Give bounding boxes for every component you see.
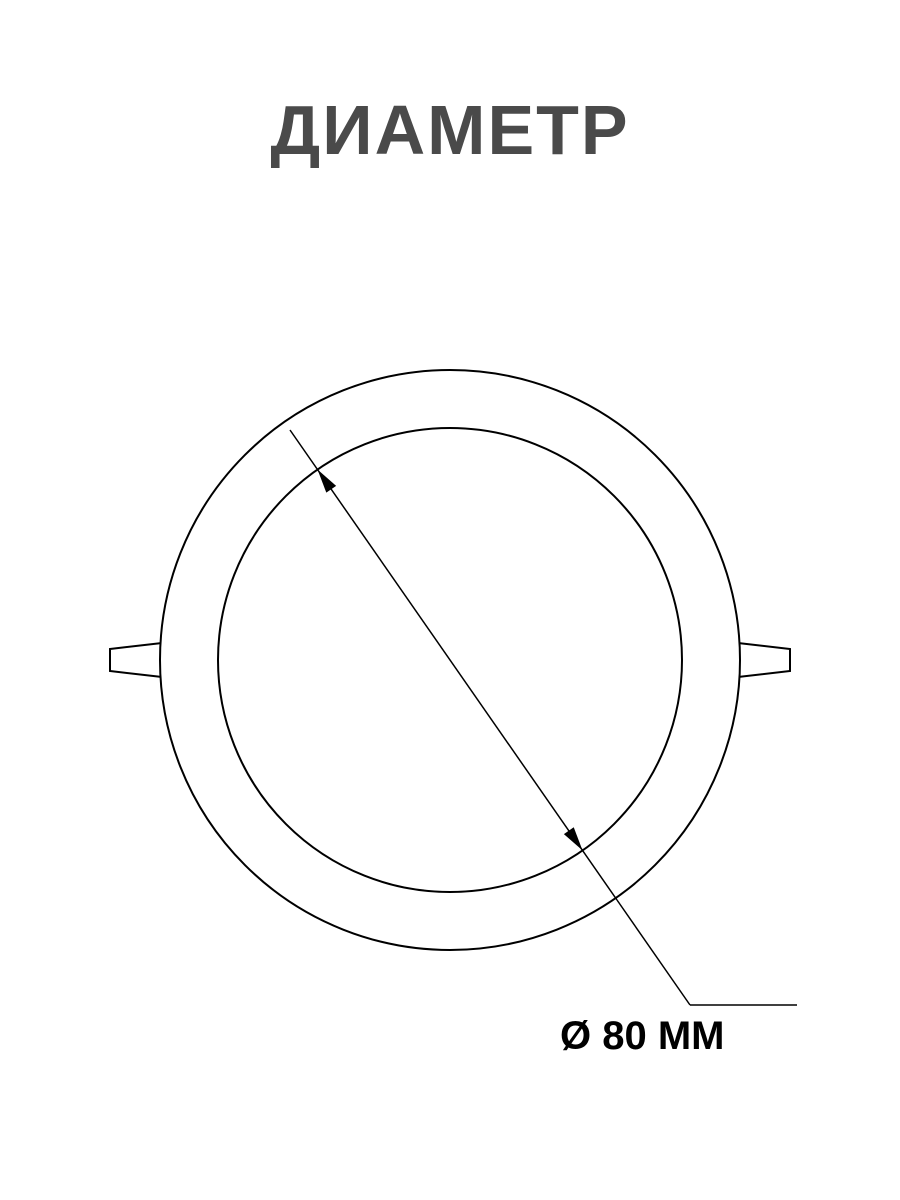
diagram-canvas: ДИАМЕТР Ø 80 ММ <box>0 0 900 1200</box>
mounting-tab-left <box>110 643 162 677</box>
mounting-tab-right <box>738 643 790 677</box>
diameter-dimension-label: Ø 80 ММ <box>560 1014 724 1059</box>
technical-drawing <box>0 0 900 1200</box>
leader-line <box>617 900 690 1005</box>
